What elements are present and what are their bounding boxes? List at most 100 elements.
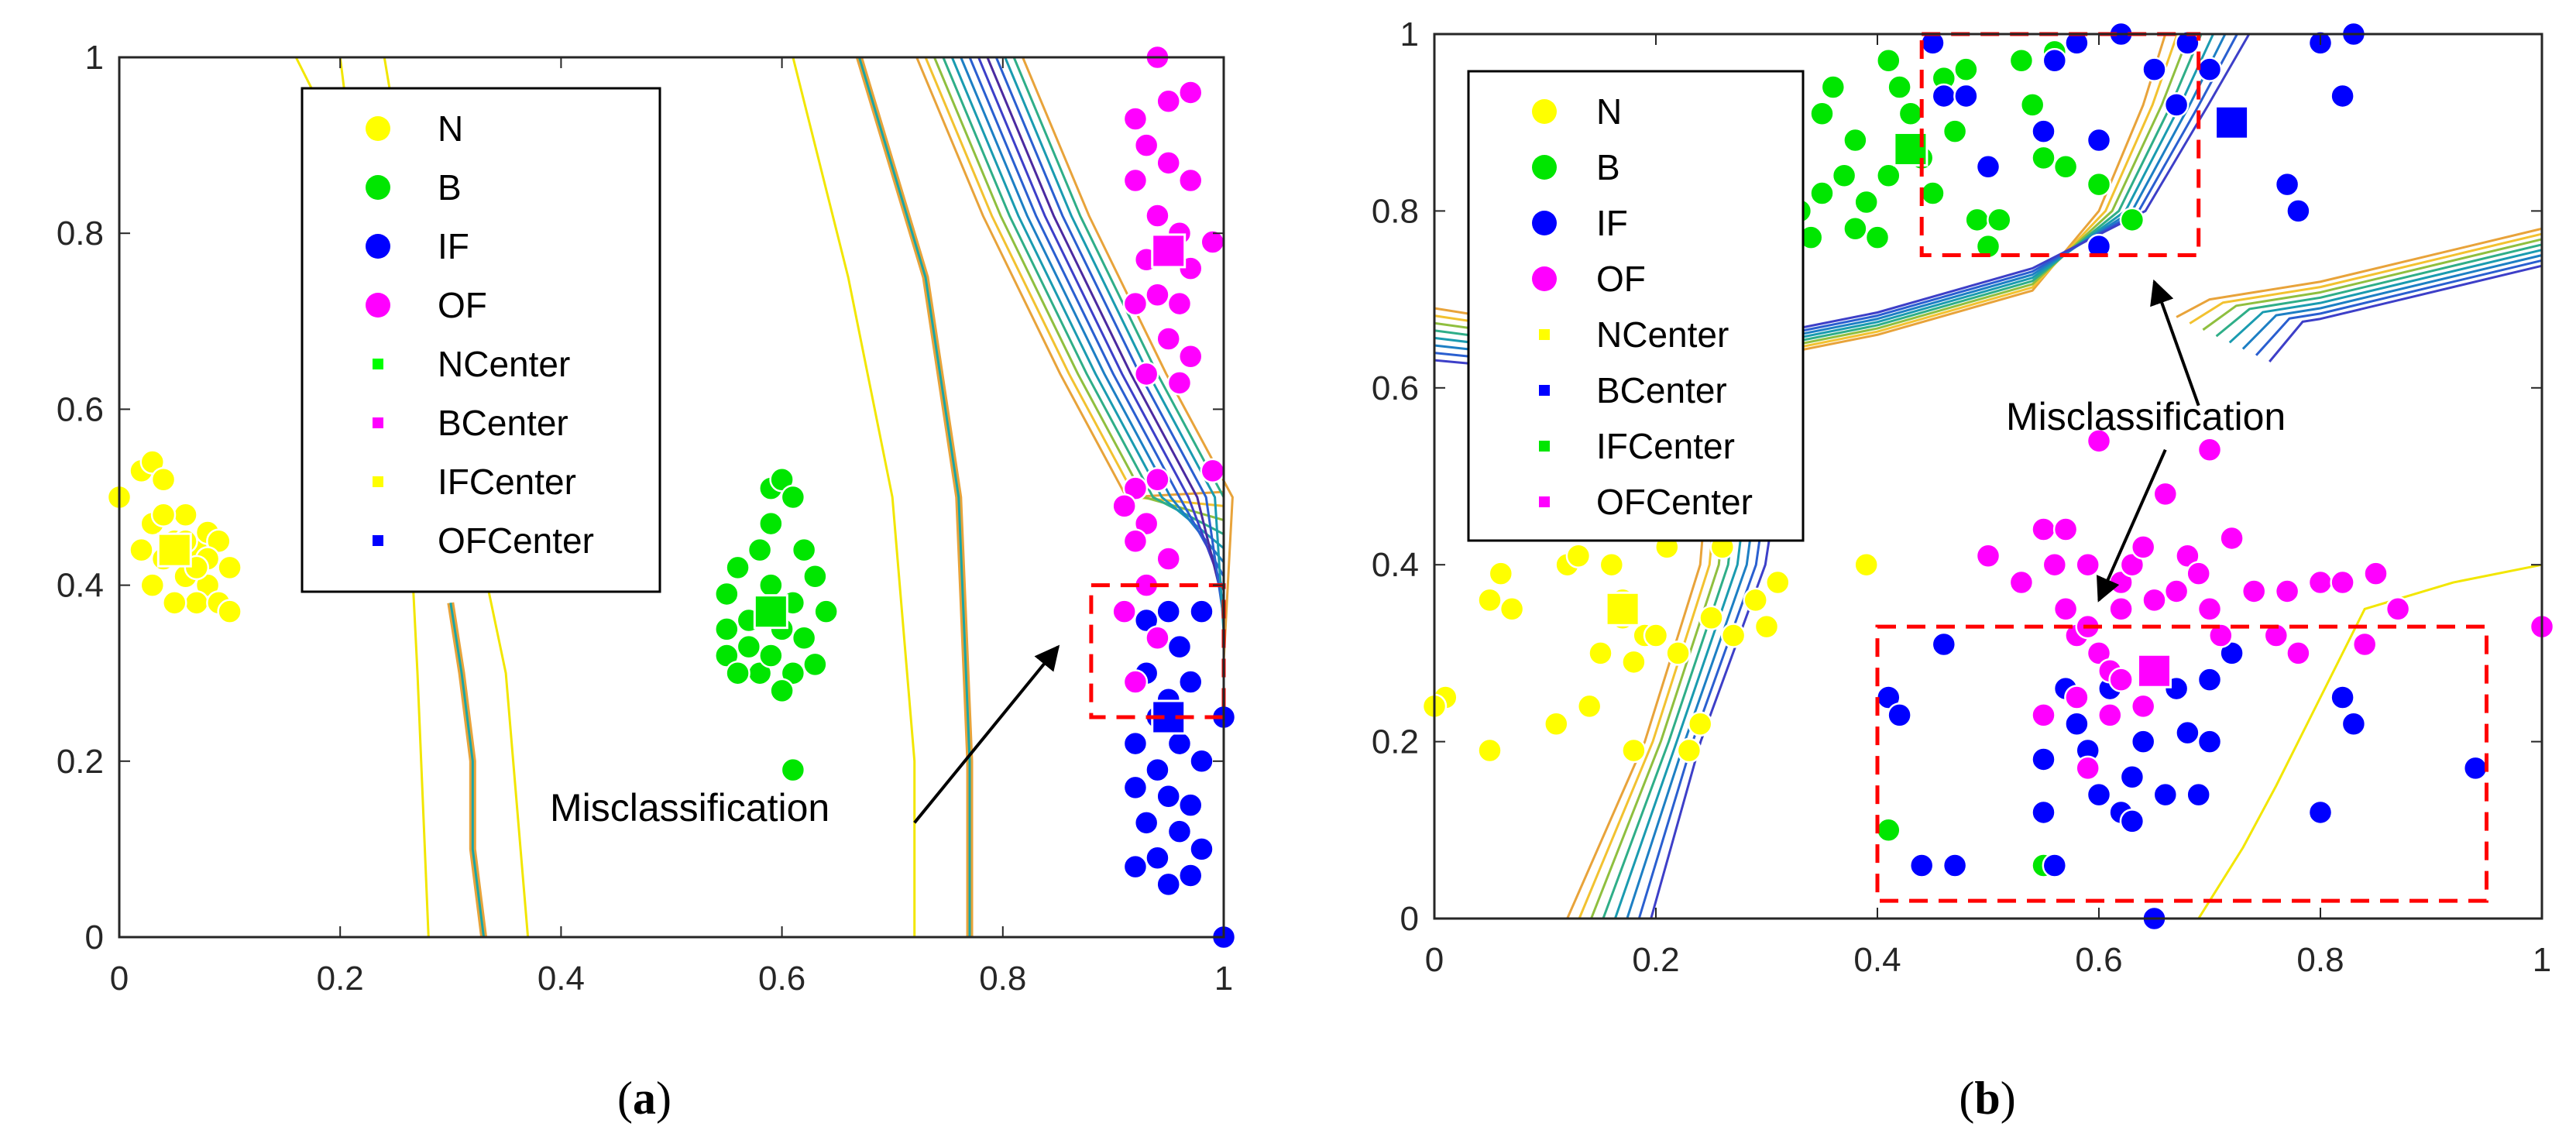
scatter-point-b <box>758 510 784 537</box>
scatter-point-b <box>725 660 750 686</box>
scatter-point-of <box>2208 623 2234 648</box>
y-tick-label: 0.2 <box>57 743 104 781</box>
scatter-point-of <box>1156 150 1181 176</box>
legend-label: NCenter <box>438 344 570 384</box>
scatter-point-b <box>2031 145 2056 171</box>
scatter-point-b <box>802 563 828 589</box>
scatter-point-of <box>1122 528 1149 555</box>
scatter-point-b <box>802 651 828 678</box>
scatter-point-of <box>1145 625 1170 651</box>
scatter-point-of <box>2108 667 2134 692</box>
scatter-point-of <box>2130 534 2156 560</box>
scatter-point-of <box>2274 579 2300 604</box>
scatter-point-n <box>1753 613 1780 640</box>
scatter-point-of <box>1177 80 1204 105</box>
legend-marker <box>373 359 383 369</box>
boundary-curve <box>2269 264 2543 362</box>
scatter-point-of <box>2175 543 2200 569</box>
legend-marker <box>1539 441 1550 452</box>
legend-marker <box>1539 329 1550 340</box>
scatter-point-n <box>184 590 210 616</box>
panel-a-markers <box>106 44 1237 950</box>
scatter-point-if <box>2219 640 2245 666</box>
boundary-curve <box>792 57 916 937</box>
scatter-point-of <box>2241 579 2267 604</box>
legend-marker <box>1539 385 1550 396</box>
legend-marker <box>1532 211 1557 235</box>
x-tick-label: 0.4 <box>1853 941 1901 979</box>
scatter-point-n <box>150 502 177 527</box>
scatter-point-n <box>1499 596 1525 622</box>
scatter-point-of <box>2307 569 2334 596</box>
scatter-point-b <box>736 634 762 660</box>
scatter-point-of <box>2385 596 2411 622</box>
scatter-point-if <box>2042 853 2068 878</box>
scatter-point-if <box>2031 747 2056 772</box>
scatter-point-if <box>1908 853 1935 878</box>
scatter-point-n <box>1621 737 1647 764</box>
scatter-point-if <box>1156 599 1181 624</box>
legend-marker <box>373 417 383 428</box>
scatter-point-b <box>1876 48 1901 74</box>
scatter-point-of <box>2031 702 2056 728</box>
scatter-point-if <box>1156 783 1181 809</box>
scatter-point-b <box>2119 207 2145 233</box>
panel-b-annotation-layer: Misclassification <box>1875 32 2488 903</box>
scatter-point-b <box>1898 101 1924 127</box>
scatter-point-if <box>2274 171 2300 197</box>
scatter-point-b <box>1876 163 1901 188</box>
scatter-point-if <box>2086 781 2112 808</box>
scatter-point-of <box>1975 543 2001 569</box>
scatter-point-b <box>1953 57 1979 82</box>
scatter-point-n <box>150 467 177 493</box>
y-tick-label: 0.8 <box>1372 192 1419 230</box>
scatter-point-b <box>2052 154 2079 180</box>
boundary-curve <box>968 57 1225 577</box>
boundary-curve <box>950 57 1224 550</box>
panel-b-ticks: 0 0.2 0.4 0.6 0.8 1 0 0.2 0.4 0.6 0.8 1 <box>1372 15 2551 979</box>
misclassification-box <box>1089 583 1226 719</box>
legend-label: OFCenter <box>438 520 594 561</box>
scatter-point-if <box>2462 755 2488 781</box>
misclassification-box <box>1875 624 2488 903</box>
scatter-point-b <box>1942 118 1968 144</box>
boundary-curve <box>2228 249 2543 344</box>
scatter-point-of <box>2142 587 2167 613</box>
legend-label: OF <box>1596 259 1646 299</box>
scatter-point-of <box>1177 167 1204 194</box>
panel-a-chart: Misclassification 0 0.2 0.4 0.6 0.8 100.20.40… <box>57 39 1237 998</box>
annotation-arrow <box>2150 279 2200 407</box>
annotation-arrow <box>2097 448 2167 603</box>
scatter-point-if <box>2086 233 2112 259</box>
scatter-point-n <box>162 590 187 616</box>
scatter-point-if <box>1145 757 1170 783</box>
scatter-point-of <box>2186 561 2211 586</box>
scatter-point-of <box>2052 517 2079 542</box>
scatter-point-b <box>769 678 795 704</box>
boundary-curve <box>2255 259 2543 356</box>
x-tick-label: 0.8 <box>979 960 1026 998</box>
x-tick-label: 0 <box>110 960 129 998</box>
scatter-point-of <box>2052 596 2079 622</box>
panel-a-ticks: 0 0.2 0.4 0.6 0.8 1 0 0.2 0.4 0.6 0.8 1 <box>57 39 1233 998</box>
legend-label: N <box>438 108 463 149</box>
scatter-point-of <box>2097 702 2123 728</box>
scatter-point-if <box>2130 729 2156 754</box>
scatter-point-n <box>1576 693 1602 719</box>
scatter-point-if <box>1122 774 1149 801</box>
boundary-curve <box>986 57 1225 605</box>
legend-marker <box>373 535 383 546</box>
scatter-point-n <box>1477 737 1503 764</box>
misclassification-label: Misclassification <box>2006 395 2286 438</box>
x-tick-label: 0.4 <box>538 960 585 998</box>
legend-marker <box>373 476 383 487</box>
y-tick-label: 0.4 <box>1372 546 1419 584</box>
boundary-curve <box>449 603 486 938</box>
scatter-point-of <box>2130 693 2156 719</box>
boundary-curve <box>2202 238 2543 331</box>
x-tick-label: 0.8 <box>2296 941 2344 979</box>
scatter-point-if <box>2042 48 2068 74</box>
scatter-point-if <box>1931 631 1957 658</box>
scatter-point-if <box>2119 809 2145 834</box>
